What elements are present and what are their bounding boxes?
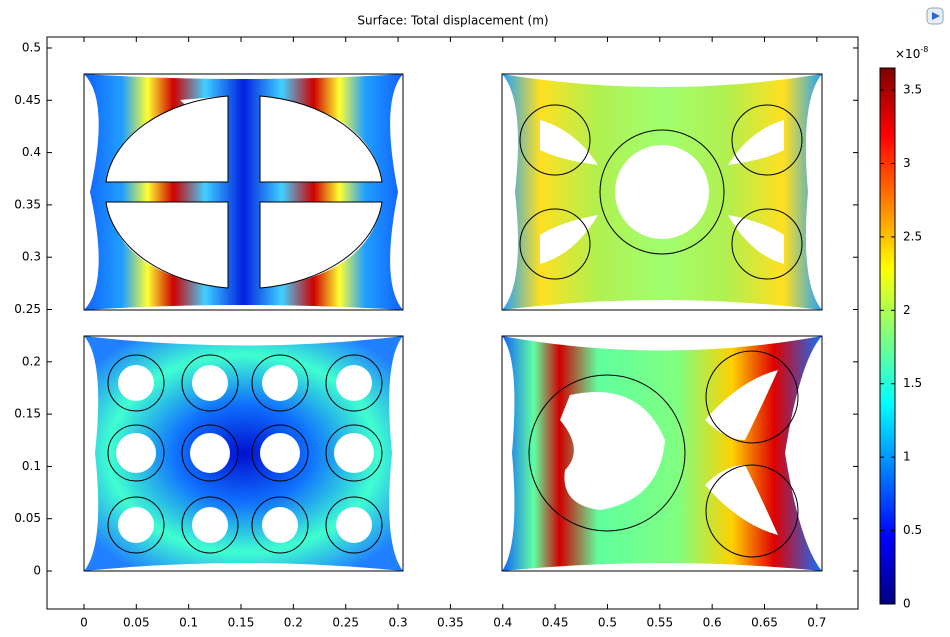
plot-frame (46, 36, 859, 610)
y-tick-label: 0.15 (14, 407, 41, 421)
colorbar-tick-label: 2.5 (903, 229, 922, 243)
y-tick-label: 0.1 (22, 459, 41, 473)
y-tick-label: 0.4 (22, 145, 41, 159)
colorbar-tick-label: 3 (903, 156, 911, 170)
x-tick-label: 0.6 (703, 616, 722, 630)
x-tick-label: 0.7 (807, 616, 826, 630)
x-tick-label: 0 (80, 616, 88, 630)
x-tick-label: 0.65 (751, 616, 778, 630)
colorbar-tick-label: 0.5 (903, 523, 922, 537)
y-tick-label: 0.3 (22, 250, 41, 264)
colorbar-tick-label: 1.5 (903, 376, 922, 390)
y-tick-label: 0.2 (22, 354, 41, 368)
y-tick-label: 0.25 (14, 302, 41, 316)
colorbar-tick-label: 3.5 (903, 83, 922, 97)
colorbar-tick-label: 1 (903, 450, 911, 464)
x-tick-label: 0.1 (179, 616, 198, 630)
x-tick-label: 0.3 (389, 616, 408, 630)
x-tick-label: 0.05 (123, 616, 150, 630)
y-tick-label: 0.45 (14, 93, 41, 107)
chart-title: Surface: Total displacement (m) (357, 14, 548, 28)
x-tick-label: 0.4 (493, 616, 512, 630)
y-tick-label: 0.05 (14, 511, 41, 525)
colorbar-multiplier: ×10-8 (895, 45, 928, 61)
x-tick-label: 0.5 (598, 616, 617, 630)
x-tick-label: 0.45 (542, 616, 569, 630)
toolbar-icon[interactable] (926, 7, 944, 25)
y-tick-label: 0.5 (22, 40, 41, 54)
colorbar-tick-label: 2 (903, 303, 911, 317)
surface (83, 73, 823, 572)
x-tick-label: 0.35 (437, 616, 464, 630)
colorbar (879, 67, 896, 605)
y-tick-label: 0.35 (14, 197, 41, 211)
colorbar-tick-label: 0 (903, 597, 911, 611)
x-tick-label: 0.25 (332, 616, 359, 630)
x-tick-label: 0.15 (228, 616, 255, 630)
y-tick-label: 0 (33, 564, 41, 578)
x-tick-label: 0.2 (284, 616, 303, 630)
x-tick-label: 0.55 (646, 616, 673, 630)
